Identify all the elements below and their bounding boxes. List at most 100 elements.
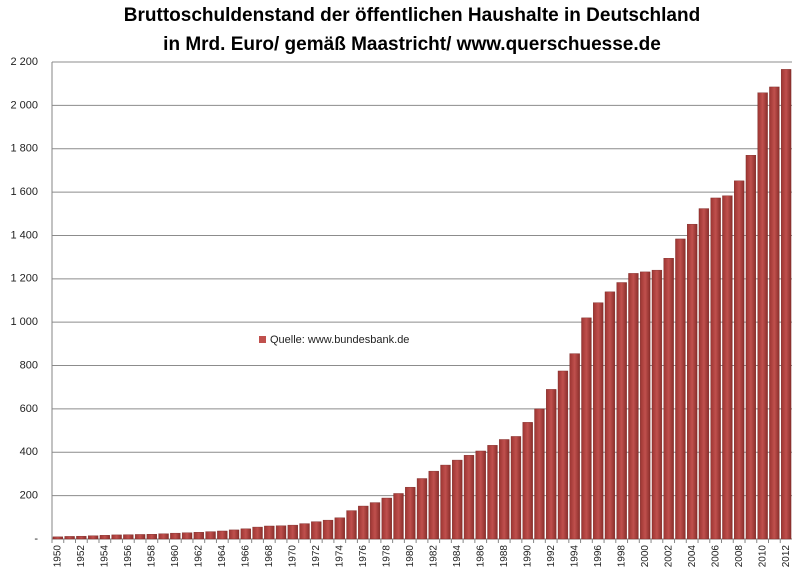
x-tick-label: 1970: [287, 545, 298, 568]
bar: [52, 536, 64, 540]
y-tick-label: 1 400: [10, 229, 38, 241]
bar: [628, 273, 639, 540]
legend-swatch: [259, 336, 266, 343]
y-tick-label: 2 200: [10, 56, 38, 68]
x-tick-label: 1992: [546, 545, 557, 568]
x-tick-label: 1990: [522, 545, 533, 568]
bar: [193, 532, 204, 540]
bar: [99, 535, 110, 540]
y-tick-label: 1 200: [10, 273, 38, 285]
bar: [710, 197, 721, 540]
bar: [334, 517, 345, 540]
x-tick-label: 1954: [99, 545, 110, 568]
x-tick-label: 1976: [358, 545, 369, 568]
bar: [346, 510, 357, 540]
x-tick-label: 2008: [734, 545, 745, 568]
bar: [428, 470, 439, 540]
x-tick-label: 1962: [193, 545, 204, 568]
bar: [487, 445, 498, 540]
x-tick-label: 1968: [264, 545, 275, 568]
y-tick-label: 200: [20, 490, 38, 502]
x-tick-label: 1972: [311, 545, 322, 568]
x-tick-label: 2004: [687, 545, 698, 568]
bar: [463, 455, 475, 540]
bar: [604, 291, 616, 540]
x-tick-label: 1984: [452, 545, 463, 568]
x-tick-label: 2012: [781, 545, 792, 568]
bar: [581, 317, 592, 540]
x-tick-label: 2010: [757, 545, 768, 568]
x-tick-label: 1958: [146, 545, 157, 568]
bar: [275, 525, 287, 540]
bar: [146, 534, 157, 540]
bar: [87, 535, 99, 540]
bar: [64, 536, 75, 540]
bar: [287, 524, 298, 540]
chart-title: Bruttoschuldenstand der öffentlichen Hau…: [124, 5, 700, 26]
x-tick-label: 1986: [475, 545, 486, 568]
x-tick-label: 1988: [499, 545, 510, 568]
bar: [299, 523, 310, 540]
y-tick-label: 1 000: [10, 316, 38, 328]
bar: [393, 493, 404, 540]
bar: [734, 180, 745, 540]
bar: [369, 502, 381, 540]
bar: [170, 532, 181, 540]
x-tick-label: 1966: [240, 545, 251, 568]
bar: [111, 534, 122, 540]
x-tick-label: 1950: [53, 545, 64, 568]
y-tick-label: 2 000: [10, 99, 38, 111]
bar: [593, 302, 604, 540]
x-tick-label: 2006: [710, 545, 721, 568]
bar: [675, 238, 686, 540]
bar: [76, 535, 87, 540]
chart-subtitle: in Mrd. Euro/ gemäß Maastricht/ www.quer…: [163, 34, 661, 55]
x-tick-label: 1974: [334, 545, 345, 568]
bar: [381, 497, 392, 540]
bar: [134, 534, 146, 540]
bar: [217, 530, 228, 540]
bar: [452, 459, 463, 540]
x-tick-label: 1956: [123, 545, 134, 568]
bar: [311, 521, 322, 540]
x-tick-label: 1978: [381, 545, 392, 568]
bar: [475, 450, 486, 540]
bar: [640, 271, 651, 540]
bar: [557, 370, 569, 540]
x-tick-label: 1980: [405, 545, 416, 568]
bar: [651, 269, 663, 540]
y-tick-label: -: [34, 533, 38, 545]
legend-label: Quelle: www.bundesbank.de: [270, 334, 409, 346]
bar: [616, 282, 627, 540]
bar: [123, 534, 134, 540]
x-tick-label: 1982: [428, 545, 439, 568]
bar: [546, 389, 557, 540]
x-tick-label: 1996: [593, 545, 604, 568]
bar: [416, 478, 428, 540]
bar: [522, 422, 533, 540]
bar: [698, 208, 710, 540]
bar: [228, 529, 240, 540]
x-tick-label: 1952: [76, 545, 87, 568]
x-tick-label: 1964: [217, 545, 228, 568]
bar: [663, 258, 674, 540]
x-tick-label: 1994: [569, 545, 580, 568]
bar: [569, 353, 580, 540]
x-tick-label: 2002: [663, 545, 674, 568]
bar: [510, 436, 522, 540]
y-tick-label: 1 600: [10, 186, 38, 198]
bar: [240, 528, 251, 540]
y-tick-label: 600: [20, 403, 38, 415]
bar: [769, 86, 780, 540]
y-tick-label: 1 800: [10, 143, 38, 155]
bar: [181, 532, 193, 540]
bar: [405, 486, 416, 540]
bar: [264, 525, 275, 540]
bar: [745, 155, 757, 540]
y-tick-label: 800: [20, 359, 38, 371]
bar: [780, 69, 792, 540]
bar: [499, 439, 510, 540]
bar: [534, 408, 545, 540]
bar: [722, 195, 733, 540]
